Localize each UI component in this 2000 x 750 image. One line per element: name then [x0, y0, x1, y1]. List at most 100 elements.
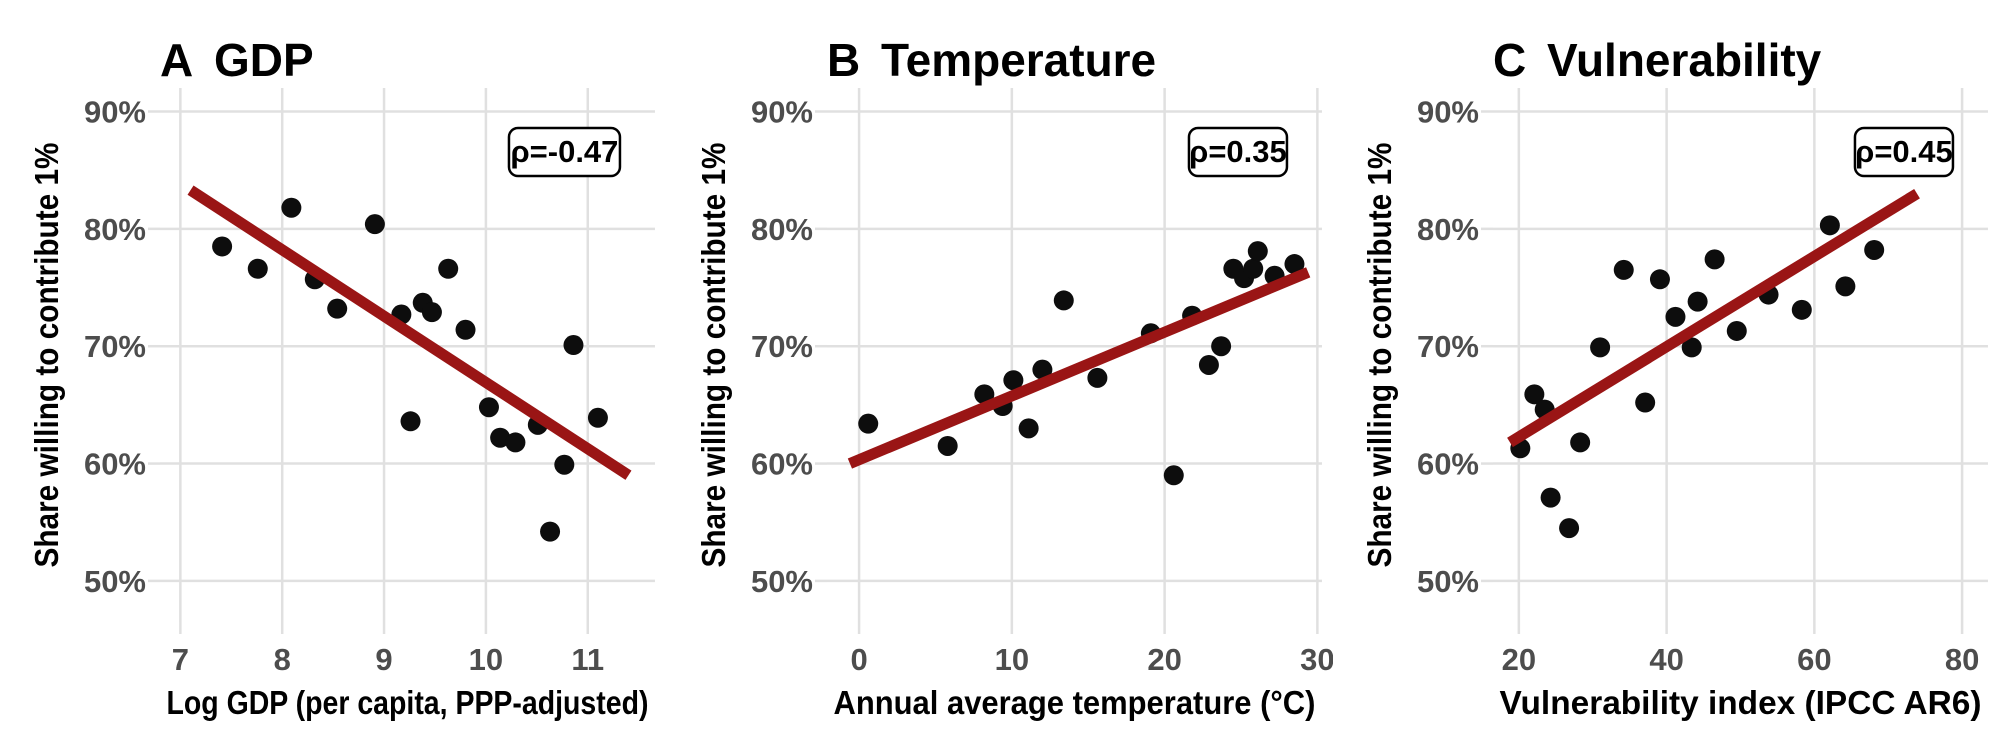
- panel-b-svg: 50% 60% 70% 80% 90% 0 10 20 30 B Temperature Annual…: [695, 34, 1334, 721]
- data-point: [1524, 384, 1545, 405]
- data-point: [1003, 370, 1024, 391]
- panel-label-gdp: A: [160, 34, 193, 86]
- data-point: [478, 397, 499, 418]
- y-tick-label-60: 60%: [1417, 447, 1479, 482]
- panel-title-gdp: GDP: [214, 34, 314, 86]
- trend-line-temperature: [847, 267, 1310, 469]
- y-tick-label-50: 50%: [84, 564, 146, 599]
- data-point: [1665, 306, 1686, 327]
- data-point: [212, 236, 233, 257]
- data-point: [1687, 291, 1708, 312]
- correlation-badge-text-temperature: ρ=0.35: [1189, 134, 1287, 169]
- data-point: [1163, 465, 1184, 486]
- data-point: [1635, 392, 1656, 413]
- panel-c-svg: 50% 60% 70% 80% 90% 20 40 60 80 C Vulnerability Vul…: [1361, 34, 1989, 721]
- x-tick-label-8: 8: [274, 642, 291, 677]
- y-tick-label-70: 70%: [1417, 329, 1479, 364]
- data-point: [1570, 432, 1591, 453]
- data-point: [1864, 239, 1885, 260]
- data-point: [587, 407, 608, 428]
- data-point: [1727, 320, 1748, 341]
- x-tick-label-0: 0: [850, 642, 867, 677]
- y-tick-label-60: 60%: [751, 447, 813, 482]
- data-point: [1540, 487, 1561, 508]
- trend-line-gdp: [187, 185, 632, 480]
- data-point: [1820, 215, 1841, 236]
- y-axis-title-vulnerability: Share willing to contribute 1%: [1361, 143, 1398, 568]
- panel-gdp: 50% 60% 70% 80% 90% 7 8 9 10 11 A GDP Log GDP (per c…: [0, 0, 667, 750]
- correlation-badge-text-gdp: ρ=-0.47: [511, 134, 619, 169]
- y-tick-label-90: 90%: [84, 94, 146, 129]
- data-point: [1210, 336, 1231, 357]
- data-point: [505, 432, 526, 453]
- x-tick-label-30: 30: [1300, 642, 1334, 677]
- data-point: [857, 413, 878, 434]
- data-point: [1247, 241, 1268, 262]
- x-tick-label-7: 7: [172, 642, 189, 677]
- panel-label-vulnerability: C: [1493, 34, 1526, 86]
- x-tick-label-40: 40: [1650, 642, 1684, 677]
- data-point: [455, 319, 476, 340]
- data-point: [1835, 276, 1856, 297]
- x-tick-label-20: 20: [1147, 642, 1181, 677]
- x-tick-label-9: 9: [375, 642, 392, 677]
- x-tick-label-11: 11: [571, 642, 604, 677]
- data-point: [563, 335, 584, 356]
- trend-line-vulnerability: [1507, 188, 1921, 448]
- data-point: [1087, 367, 1108, 388]
- data-point: [1242, 258, 1263, 279]
- panel-temperature: 50% 60% 70% 80% 90% 0 10 20 30 B Temperature Annual…: [667, 0, 1334, 750]
- y-tick-label-90: 90%: [751, 94, 813, 129]
- correlation-badge-box-gdp: [507, 126, 622, 178]
- data-point: [421, 302, 442, 323]
- data-point: [490, 427, 511, 448]
- data-point: [540, 521, 561, 542]
- x-axis-title-vulnerability: Vulnerability index (IPCC AR6): [1500, 684, 1982, 721]
- data-point: [1053, 290, 1074, 311]
- data-point: [247, 258, 268, 279]
- data-point: [400, 411, 421, 432]
- y-tick-label-80: 80%: [1417, 212, 1479, 247]
- x-axis-title-gdp: Log GDP (per capita, PPP-adjusted): [166, 684, 648, 721]
- panel-a-svg: 50% 60% 70% 80% 90% 7 8 9 10 11 A GDP Log GDP (per c…: [28, 34, 655, 721]
- data-point: [973, 384, 994, 405]
- data-point: [438, 258, 459, 279]
- x-tick-label-80: 80: [1945, 642, 1979, 677]
- x-tick-label-10: 10: [469, 642, 503, 677]
- y-tick-label-70: 70%: [84, 329, 146, 364]
- data-point: [937, 435, 958, 456]
- data-point: [1198, 354, 1219, 375]
- y-tick-label-80: 80%: [84, 212, 146, 247]
- x-tick-label-20: 20: [1502, 642, 1536, 677]
- data-point: [1704, 249, 1725, 270]
- y-tick-label-60: 60%: [84, 447, 146, 482]
- data-point: [1032, 359, 1053, 380]
- data-point: [554, 454, 575, 475]
- correlation-badge-box-temperature: [1187, 126, 1288, 178]
- correlation-badge-text-vulnerability: ρ=0.45: [1855, 134, 1953, 169]
- y-tick-label-50: 50%: [751, 564, 813, 599]
- data-point: [1590, 337, 1611, 358]
- data-point: [364, 214, 385, 235]
- panel-vulnerability: 50% 60% 70% 80% 90% 20 40 60 80 C Vulnerability Vul…: [1333, 0, 2000, 750]
- data-point: [1614, 259, 1635, 280]
- data-point: [1682, 337, 1703, 358]
- panel-title-temperature: Temperature: [881, 34, 1156, 86]
- y-tick-label-50: 50%: [1417, 564, 1479, 599]
- correlation-badge-box-vulnerability: [1854, 126, 1955, 178]
- panel-label-temperature: B: [827, 34, 860, 86]
- data-point: [281, 197, 302, 218]
- y-tick-label-80: 80%: [751, 212, 813, 247]
- y-tick-label-70: 70%: [751, 329, 813, 364]
- y-tick-label-90: 90%: [1417, 94, 1479, 129]
- y-axis-title-gdp: Share willing to contribute 1%: [28, 143, 65, 568]
- data-point: [1559, 518, 1580, 539]
- x-tick-label-60: 60: [1797, 642, 1831, 677]
- y-axis-title-temperature: Share willing to contribute 1%: [695, 143, 732, 568]
- data-point: [1284, 254, 1305, 275]
- data-point: [327, 298, 348, 319]
- x-axis-title-temperature: Annual average temperature (°C): [833, 684, 1315, 721]
- data-point: [1018, 418, 1039, 439]
- panel-title-vulnerability: Vulnerability: [1547, 34, 1822, 86]
